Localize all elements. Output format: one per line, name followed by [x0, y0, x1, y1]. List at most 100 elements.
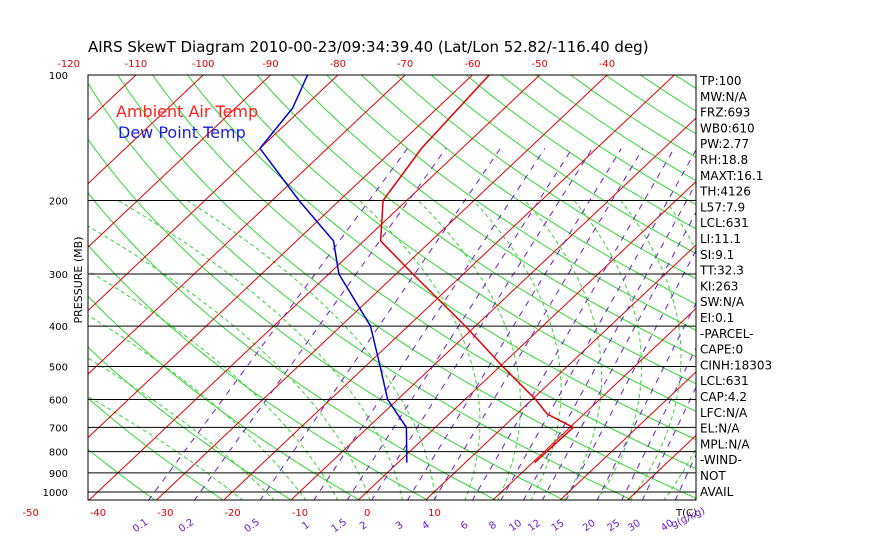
dry-adiabat-line — [815, 75, 870, 501]
stat-item: TP:100 — [699, 74, 742, 88]
ambient-air-temp-line — [379, 75, 575, 464]
mixing-ratio-line — [621, 346, 696, 500]
top-temp-tick-label: -90 — [262, 59, 278, 70]
stat-item: SW:N/A — [700, 295, 745, 309]
isotherm-line — [761, 66, 870, 501]
mixing-ratio-label: 3 — [394, 520, 406, 533]
isotherm-line — [88, 75, 541, 500]
isotherm-line — [492, 307, 696, 500]
mixing-ratio-label: 0.2 — [177, 517, 196, 535]
dry-adiabat-line — [88, 138, 566, 500]
mixing-ratio-label: 4 — [420, 520, 432, 533]
moist-adiabat-line — [524, 200, 602, 500]
dry-adiabat-line — [430, 75, 696, 255]
mixing-ratio-label: 2 — [358, 520, 370, 533]
y-axis-label: PRESSURE (MB) — [72, 237, 85, 324]
pressure-tick-label: 500 — [49, 363, 68, 374]
mixing-ratio-label: 15 — [550, 518, 567, 534]
mixing-ratio-line — [313, 148, 546, 500]
dry-adiabat-line — [291, 75, 696, 358]
dry-adiabat-line — [849, 75, 870, 501]
temperature-unit-label: T(C) — [675, 508, 697, 519]
mixing-ratio-label: 12 — [526, 518, 543, 534]
stat-item: -PARCEL- — [700, 327, 754, 341]
stat-item: LI:11.1 — [700, 232, 741, 246]
bottom-temperature-tick-labels: -50 -40 -30 -20 -10 0 10 — [23, 508, 441, 519]
isotherm-line — [357, 180, 696, 500]
bottom-temp-tick-label: -50 — [23, 508, 39, 519]
mixing-ratio-line — [371, 148, 593, 500]
mixing-ratio-line — [148, 148, 408, 500]
dry-adiabat-line — [256, 75, 696, 385]
moist-adiabat-line — [88, 357, 275, 500]
moist-adiabat-line — [187, 200, 436, 500]
dry-adiabat-line — [361, 75, 696, 305]
pressure-tick-label: 700 — [49, 423, 68, 434]
moist-adiabat-line — [417, 200, 521, 500]
pressure-tick-label: 300 — [49, 270, 68, 281]
plot-frame — [87, 74, 697, 501]
dry-adiabat-line — [396, 75, 696, 280]
pressure-tick-label: 800 — [49, 448, 68, 459]
moist-adiabat-line — [472, 200, 562, 500]
dry-adiabat-line — [326, 75, 696, 331]
top-temp-tick-label: -40 — [599, 59, 615, 70]
bottom-temp-tick-label: -30 — [157, 508, 173, 519]
dew-point-temp-line — [259, 75, 408, 463]
stat-item: AVAIL — [700, 485, 734, 499]
stat-item: MW:N/A — [700, 90, 748, 104]
dry-adiabat-line — [88, 295, 361, 500]
moist-adiabat-line — [573, 200, 643, 500]
pressure-tick-label: 100 — [49, 71, 68, 82]
stat-item: TH:4126 — [699, 185, 751, 199]
isotherm-line — [155, 75, 608, 500]
mixing-ratio-label: 1 — [300, 520, 312, 533]
dry-adiabat-line — [88, 448, 156, 500]
pressure-tick-label: 1000 — [43, 488, 68, 499]
top-temp-tick-label: -60 — [464, 59, 480, 70]
dry-adiabat-line — [88, 346, 293, 500]
mixing-ratio-label: 0.5 — [243, 517, 262, 535]
isobars — [88, 200, 696, 493]
dry-adiabat-line — [88, 397, 225, 500]
bottom-temp-tick-label: -20 — [224, 508, 240, 519]
stat-item: PW:2.77 — [700, 137, 749, 151]
mixing-ratio-line — [433, 148, 644, 500]
dry-adiabat-line — [465, 75, 696, 230]
dry-adiabat-line — [500, 75, 696, 206]
mixing-ratio-label: 25 — [606, 518, 623, 534]
mixing-ratio-line — [522, 182, 696, 500]
stat-item: EI:0.1 — [700, 311, 734, 325]
top-temperature-tick-labels: -120 -110 -100 -90 -80 -70 -60 -50 -40 — [57, 59, 615, 70]
isotherm-line — [424, 244, 696, 500]
stat-item: CAP:4.2 — [700, 390, 747, 404]
moist-adiabat-line — [358, 200, 481, 500]
pressure-tick-label: 400 — [49, 322, 68, 333]
mixing-ratio-label: 20 — [581, 518, 598, 534]
mixing-ratio-line — [193, 148, 447, 500]
stat-item: SI:9.1 — [700, 248, 734, 262]
isotherm-line — [88, 75, 204, 185]
moist-adiabat-line — [663, 200, 696, 500]
top-temp-tick-label: -100 — [192, 59, 215, 70]
moist-adiabat-line — [88, 270, 339, 500]
dry-adiabat-line — [745, 75, 870, 501]
stat-item: LFC:N/A — [700, 406, 748, 420]
bottom-temp-tick-label: 10 — [428, 508, 441, 519]
moist-adiabat-line — [88, 225, 371, 500]
mixing-ratio-line — [641, 386, 696, 500]
mixing-ratio-line — [407, 148, 622, 500]
pressure-tick-label: 600 — [49, 396, 68, 407]
isotherm-line — [88, 75, 272, 248]
stat-item: KI:263 — [700, 279, 738, 293]
moist-adiabat-line — [88, 314, 307, 500]
dry-adiabat-line — [88, 192, 497, 500]
dry-adiabat-line — [117, 75, 696, 499]
mixing-ratio-line — [596, 302, 696, 500]
pressure-tick-labels: 100 200 300 400 500 600 700 800 900 1000 — [43, 71, 68, 499]
stat-item: L57:7.9 — [700, 200, 745, 214]
dry-adiabat-line — [780, 75, 870, 501]
stat-item: LCL:631 — [700, 216, 749, 230]
